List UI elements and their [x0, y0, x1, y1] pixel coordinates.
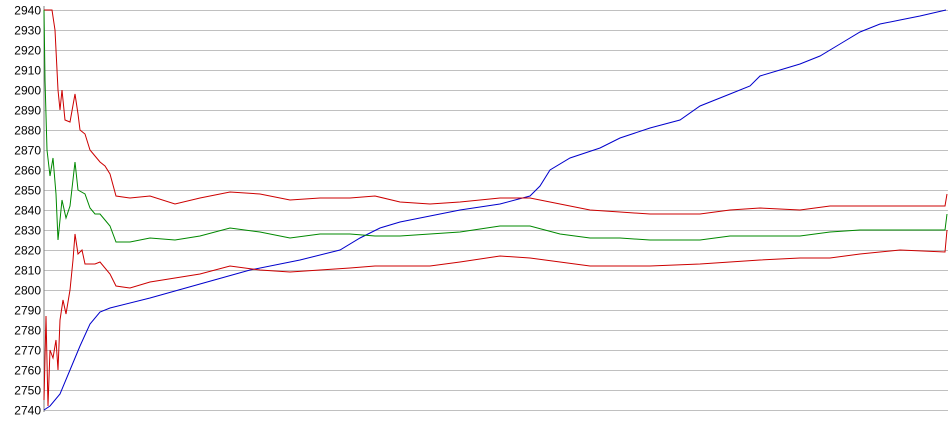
y-tick-label: 2850 — [14, 184, 41, 198]
y-tick-label: 2930 — [14, 24, 41, 38]
y-tick-label: 2750 — [14, 384, 41, 398]
y-tick-label: 2800 — [14, 284, 41, 298]
y-tick-label: 2890 — [14, 104, 41, 118]
y-tick-label: 2940 — [14, 4, 41, 18]
series-line-0 — [43, 9, 947, 411]
y-tick-label: 2770 — [14, 344, 41, 358]
series-lines — [43, 9, 948, 411]
y-tick-label: 2760 — [14, 364, 41, 378]
y-tick-label: 2880 — [14, 124, 41, 138]
y-tick-label: 2810 — [14, 264, 41, 278]
y-tick-label: 2820 — [14, 244, 41, 258]
y-tick-label: 2900 — [14, 84, 41, 98]
series-line-1 — [44, 9, 948, 215]
y-tick-label: 2780 — [14, 324, 41, 338]
y-axis-ticks: 2740 2750 2760 2770 2780 2790 2800 2810 2820 2830… — [14, 4, 41, 418]
gridlines — [44, 10, 948, 411]
y-tick-label: 2740 — [14, 404, 41, 418]
y-tick-label: 2840 — [14, 204, 41, 218]
series-line-2 — [43, 9, 948, 243]
y-tick-label: 2830 — [14, 224, 41, 238]
y-tick-label: 2870 — [14, 144, 41, 158]
y-tick-label: 2920 — [14, 44, 41, 58]
y-tick-label: 2790 — [14, 304, 41, 318]
series-line-3 — [43, 229, 948, 407]
y-tick-label: 2910 — [14, 64, 41, 78]
y-tick-label: 2860 — [14, 164, 41, 178]
